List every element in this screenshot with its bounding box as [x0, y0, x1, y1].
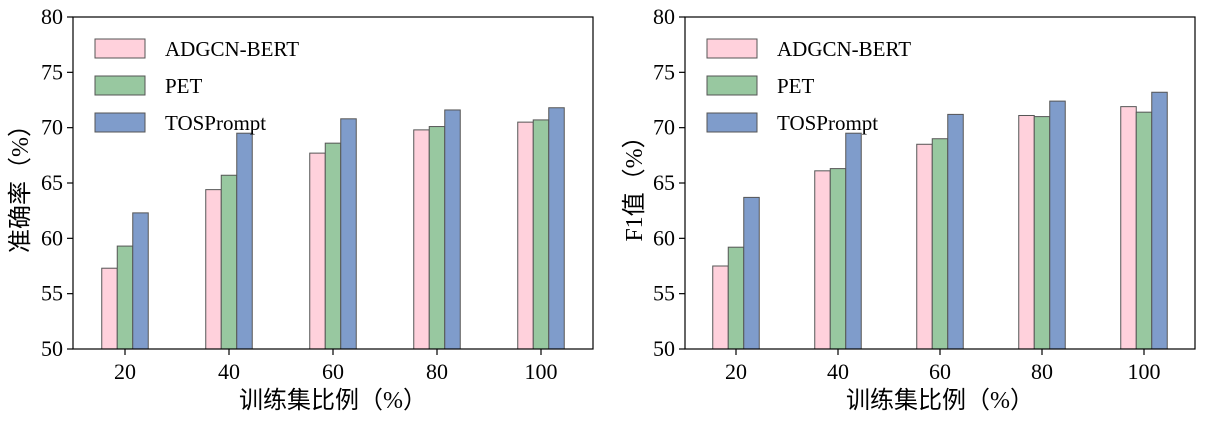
legend-label: ADGCN-BERT	[777, 37, 911, 61]
legend-swatch-pet	[706, 75, 758, 96]
x-tick-label: 40	[218, 359, 240, 384]
bar-adgcn-bert-20	[712, 265, 729, 350]
legend-label: ADGCN-BERT	[165, 37, 299, 61]
legend-label: TOSPrompt	[777, 111, 878, 135]
y-tick-label: 65	[653, 170, 675, 195]
legend-swatch-tosprompt	[706, 112, 758, 133]
bar-adgcn-bert-40	[205, 189, 222, 350]
bar-tosprompt-60	[947, 113, 964, 350]
bar-adgcn-bert-80	[413, 129, 430, 350]
bar-pet-40	[220, 174, 238, 350]
bar-tosprompt-100	[548, 107, 565, 350]
bar-tosprompt-80	[1049, 100, 1066, 350]
y-tick-label: 60	[653, 225, 675, 250]
chart-panel-1: 50 55 60 65 70 75 80 20 40 60 80 100 训练集比例（%） 准确率（%） A…	[7, 4, 594, 414]
legend-label: PET	[165, 74, 203, 98]
y-axis-title: 准确率（%）	[7, 113, 34, 253]
bar-adgcn-bert-20	[101, 267, 118, 350]
x-axis-title: 训练集比例（%）	[239, 387, 427, 414]
bar-tosprompt-60	[340, 118, 357, 350]
bar-adgcn-bert-100	[1120, 106, 1137, 350]
bar-tosprompt-20	[132, 212, 149, 350]
legend-label: PET	[777, 74, 815, 98]
bar-adgcn-bert-100	[517, 121, 534, 350]
legend-label: TOSPrompt	[165, 111, 266, 135]
legend-swatch-pet	[94, 75, 146, 96]
y-tick-label: 70	[41, 115, 63, 140]
y-tick-label: 70	[653, 115, 675, 140]
bar-adgcn-bert-40	[814, 170, 831, 350]
bar-pet-80	[428, 126, 446, 350]
y-tick-label: 55	[653, 281, 675, 306]
x-tick-label: 60	[322, 359, 344, 384]
bar-pet-20	[116, 245, 134, 350]
y-tick-label: 75	[653, 59, 675, 84]
x-tick-label: 100	[1128, 359, 1161, 384]
x-tick-label: 100	[525, 359, 558, 384]
bar-pet-60	[931, 138, 949, 350]
bar-tosprompt-40	[236, 132, 253, 350]
legend-swatch-tosprompt	[94, 112, 146, 133]
bar-adgcn-bert-60	[916, 143, 933, 350]
bar-adgcn-bert-80	[1018, 114, 1035, 350]
bar-tosprompt-40	[845, 132, 862, 350]
legend: ADGCN-BERT PET TOSPrompt	[94, 37, 299, 135]
bar-pet-100	[532, 119, 550, 350]
y-axis-title: F1值（%）	[621, 124, 648, 241]
y-tick-label: 75	[41, 59, 63, 84]
y-tick-label: 50	[653, 336, 675, 361]
legend: ADGCN-BERT PET TOSPrompt	[706, 37, 911, 135]
chart-panel-2: 50 55 60 65 70 75 80 20 40 60 80 100 训练集比例（%） F1值（%） A…	[621, 4, 1196, 414]
bar-pet-40	[829, 168, 847, 350]
bar-tosprompt-100	[1151, 91, 1168, 350]
x-tick-label: 80	[426, 359, 448, 384]
x-tick-label: 20	[114, 359, 136, 384]
x-tick-label: 40	[827, 359, 849, 384]
y-tick-label: 60	[41, 225, 63, 250]
x-tick-label: 80	[1031, 359, 1053, 384]
x-tick-label: 60	[929, 359, 951, 384]
bar-tosprompt-20	[743, 196, 760, 350]
y-tick-label: 55	[41, 281, 63, 306]
bar-pet-60	[324, 142, 342, 350]
legend-swatch-adgcn-bert	[94, 38, 146, 59]
bar-tosprompt-80	[444, 109, 461, 350]
y-tick-label: 80	[41, 4, 63, 29]
y-tick-label: 80	[653, 4, 675, 29]
bar-pet-80	[1033, 116, 1051, 350]
bar-adgcn-bert-60	[309, 152, 326, 350]
x-tick-label: 20	[725, 359, 747, 384]
bar-pet-100	[1135, 111, 1153, 350]
y-tick-label: 50	[41, 336, 63, 361]
bar-pet-20	[727, 246, 745, 350]
y-tick-label: 65	[41, 170, 63, 195]
x-axis-title: 训练集比例（%）	[846, 387, 1034, 414]
legend-swatch-adgcn-bert	[706, 38, 758, 59]
